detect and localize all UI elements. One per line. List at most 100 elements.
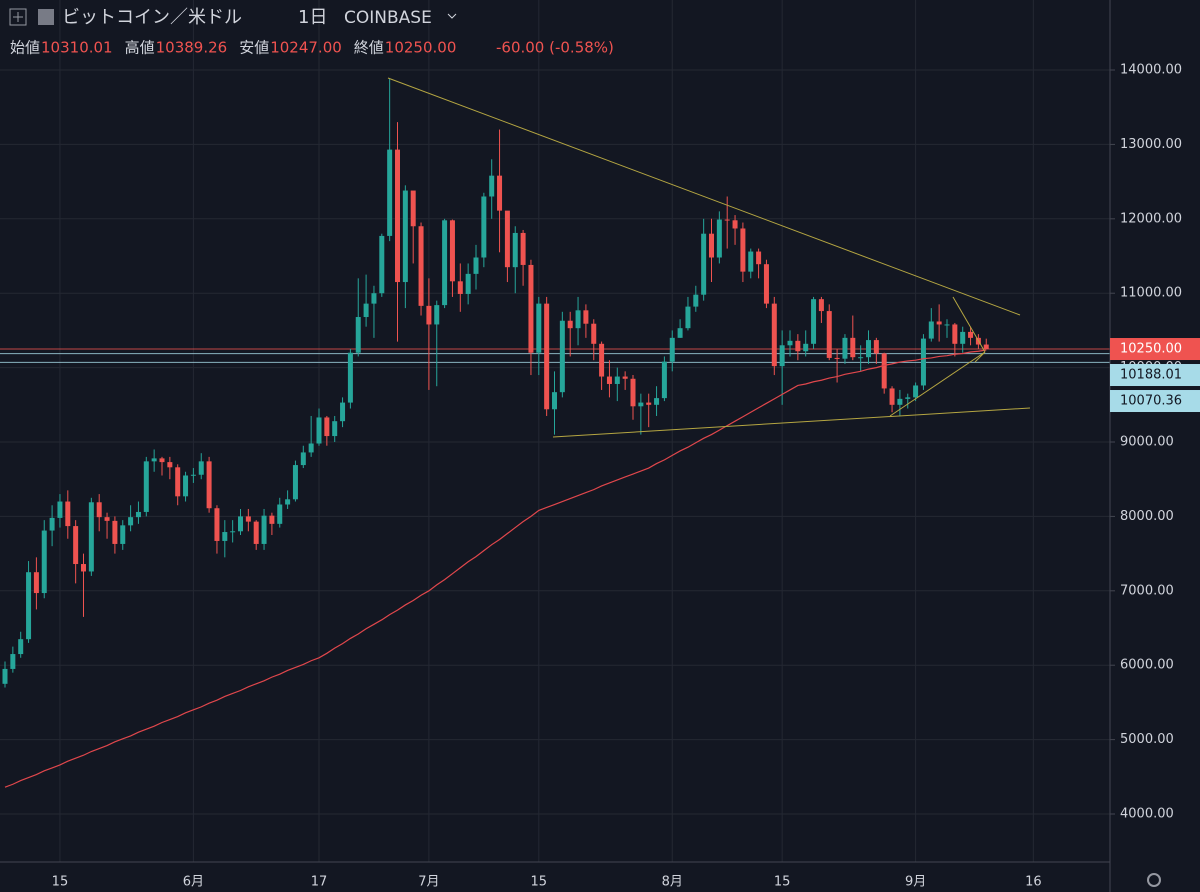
body bbox=[661, 361, 667, 399]
trend-line bbox=[552, 407, 1031, 438]
body bbox=[183, 475, 189, 497]
body bbox=[410, 190, 416, 227]
ohlc: 始値 10310.01 高値 10389.26 安値 10247.00 終値 10250.00 bbox=[10, 39, 456, 57]
body bbox=[2, 668, 8, 684]
candles bbox=[2, 78, 989, 788]
body bbox=[379, 235, 385, 294]
body bbox=[10, 654, 16, 669]
body bbox=[96, 502, 102, 518]
body bbox=[936, 321, 942, 325]
body bbox=[504, 210, 510, 268]
body bbox=[33, 572, 39, 594]
body bbox=[104, 517, 110, 521]
chevron[interactable] bbox=[447, 13, 457, 19]
body bbox=[818, 299, 824, 312]
time-axis-panel bbox=[0, 862, 1200, 892]
body bbox=[811, 299, 817, 344]
body bbox=[371, 293, 377, 304]
field-label: 始値 bbox=[10, 39, 40, 57]
x-tick-label: 15 bbox=[531, 875, 548, 890]
y-tick-label: 5000.00 bbox=[1120, 732, 1174, 747]
body bbox=[606, 376, 612, 384]
body bbox=[347, 352, 353, 403]
body bbox=[826, 311, 832, 358]
price-label-box bbox=[1110, 338, 1200, 361]
field-value: 10247.00 bbox=[270, 39, 342, 57]
y-tick-label: 7000.00 bbox=[1120, 583, 1174, 598]
field-label: 高値 bbox=[125, 39, 155, 57]
body bbox=[26, 572, 32, 640]
body bbox=[245, 516, 251, 522]
body bbox=[897, 398, 903, 405]
trend-line bbox=[889, 351, 986, 417]
y-tick-label: 12000.00 bbox=[1120, 211, 1182, 226]
body bbox=[960, 331, 966, 344]
field-value: 10389.26 bbox=[156, 39, 228, 57]
body bbox=[308, 443, 314, 453]
body bbox=[583, 310, 589, 324]
field-value: 10310.01 bbox=[41, 39, 113, 57]
body bbox=[850, 337, 856, 358]
body bbox=[143, 461, 149, 512]
body bbox=[112, 520, 118, 544]
settings-icon[interactable] bbox=[1147, 873, 1161, 887]
body bbox=[905, 397, 911, 399]
body bbox=[49, 517, 55, 531]
exchange[interactable]: COINBASE bbox=[344, 8, 432, 28]
change: -60.00 (-0.58%) bbox=[496, 39, 614, 57]
body bbox=[756, 251, 762, 265]
body bbox=[442, 220, 448, 306]
body bbox=[685, 306, 691, 329]
body bbox=[18, 639, 24, 655]
body bbox=[418, 226, 424, 306]
trend-line bbox=[387, 77, 1021, 316]
price-label: 10188.01 bbox=[1120, 368, 1182, 383]
body bbox=[544, 303, 550, 410]
body bbox=[489, 175, 495, 197]
y-tick-label: 4000.00 bbox=[1120, 807, 1174, 822]
body bbox=[873, 340, 879, 354]
body bbox=[175, 467, 181, 497]
x-tick-label: 16 bbox=[1025, 875, 1042, 890]
body bbox=[795, 340, 801, 352]
body bbox=[88, 502, 94, 572]
body bbox=[128, 517, 134, 526]
body bbox=[238, 516, 243, 532]
field-label: 安値 bbox=[239, 39, 269, 57]
body bbox=[771, 303, 777, 367]
body bbox=[654, 398, 660, 405]
body bbox=[65, 501, 71, 527]
body bbox=[834, 357, 840, 359]
y-tick-label: 15000.00 bbox=[1120, 0, 1182, 3]
body bbox=[779, 345, 785, 367]
body bbox=[316, 417, 322, 444]
body bbox=[481, 196, 487, 258]
trend-line bbox=[952, 296, 986, 353]
body bbox=[332, 421, 338, 437]
symbol: ビットコイン／米ドル bbox=[62, 7, 242, 28]
body bbox=[253, 521, 259, 544]
body bbox=[473, 257, 479, 274]
axes: 4000.00 5000.00 6000.00 7000.00 8000.00 9000.… bbox=[52, 0, 1200, 890]
body bbox=[787, 340, 793, 346]
body bbox=[387, 149, 393, 236]
y-tick-label: 14000.00 bbox=[1120, 63, 1182, 78]
x-tick-label: 7月 bbox=[418, 875, 439, 890]
body bbox=[355, 317, 361, 353]
body bbox=[575, 310, 581, 329]
body bbox=[159, 458, 165, 463]
body bbox=[724, 219, 730, 221]
body bbox=[300, 452, 306, 466]
icon[interactable] bbox=[9, 8, 27, 26]
body bbox=[222, 532, 228, 541]
body bbox=[81, 564, 86, 572]
body bbox=[614, 376, 620, 384]
price-label: 10070.36 bbox=[1120, 394, 1182, 409]
body bbox=[732, 220, 738, 229]
body bbox=[693, 294, 699, 307]
body bbox=[630, 378, 636, 407]
body bbox=[669, 337, 675, 362]
body bbox=[842, 337, 848, 359]
body bbox=[889, 388, 895, 405]
body bbox=[285, 499, 291, 505]
